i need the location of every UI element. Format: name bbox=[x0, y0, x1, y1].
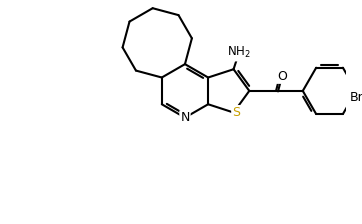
Text: NH$_2$: NH$_2$ bbox=[227, 45, 251, 60]
Text: N: N bbox=[180, 111, 190, 124]
Text: S: S bbox=[232, 106, 240, 119]
Text: O: O bbox=[277, 70, 287, 83]
Text: Br: Br bbox=[349, 91, 362, 104]
